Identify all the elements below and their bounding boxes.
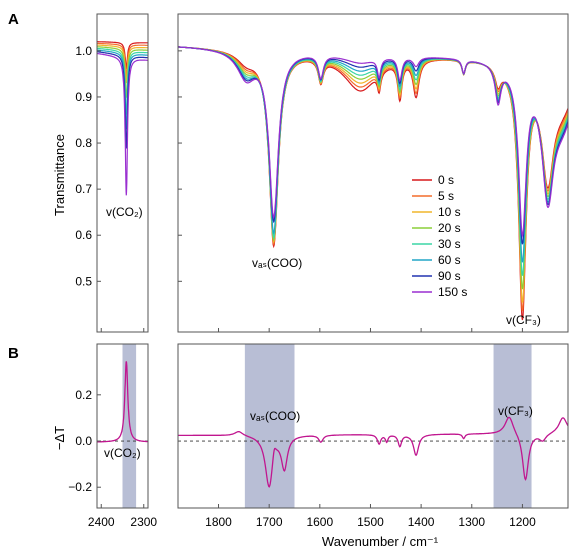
xtick-label-2: 1600 [306,515,333,529]
series-line-right-7 [178,46,568,238]
series-line-left-1 [97,42,148,78]
ytick-label-a-3: 0.8 [75,136,92,150]
ytick-label-b-1: 0.0 [75,434,92,448]
legend-label-5: 60 s [438,253,461,267]
annotation-coo-b: vₐₛ(COO) [250,409,300,423]
legend: 0 s 5 s 10 s 20 s 30 s 60 s 90 s 150 s [412,173,467,299]
series-line-right-4 [178,46,568,276]
ytick-label-a-5: 1.0 [75,44,92,58]
series-line-left-0 [97,41,148,70]
xtick-label-left-1: 2300 [130,515,157,529]
x-axis-title: Wavenumber / cm⁻¹ [322,534,439,549]
ytick-label-a-0: 0.5 [75,274,92,288]
xtick-label-5: 1300 [458,515,485,529]
xtick-label-1: 1700 [256,515,283,529]
annotation-co2-a: v(CO₂) [106,205,143,219]
series-line-left-3 [97,46,148,98]
series-line-left-5 [97,49,148,130]
annotation-cf3-b: v(CF₃) [498,404,533,418]
annotation-coo-a: vₐₛ(COO) [252,256,302,270]
series-line-left-4 [97,47,148,115]
xtick-label-left-0: 2400 [88,515,115,529]
ytick-label-a-1: 0.6 [75,228,92,242]
panel-label-a: A [8,11,19,28]
y-axis-title-b: −ΔT [52,426,67,450]
annotation-co2-b: v(CO₂) [104,446,141,460]
axis-ticks: 0.5 0.6 0.7 0.8 0.9 1.0 −0.2 0.0 0.2 1800 1700 1600… [68,44,536,529]
ytick-label-a-4: 0.9 [75,90,92,104]
spectra-series-a [97,41,568,321]
difference-line-right [178,416,569,488]
xtick-label-3: 1500 [357,515,384,529]
legend-label-4: 30 s [438,237,461,251]
series-line-left-6 [97,51,148,149]
legend-label-2: 10 s [438,205,461,219]
legend-label-6: 90 s [438,269,461,283]
shaded-bands [122,344,532,508]
xtick-label-4: 1400 [408,515,435,529]
series-line-right-2 [178,46,568,303]
shaded-band-1 [244,344,295,508]
ytick-label-b-0: −0.2 [68,480,92,494]
series-line-right-5 [178,46,568,263]
ytick-label-a-2: 0.7 [75,182,92,196]
legend-label-0: 0 s [438,173,454,187]
difference-line-left [97,361,148,443]
series-line-left-2 [97,44,148,84]
difference-series-b [97,361,569,488]
ytick-label-b-2: 0.2 [75,388,92,402]
legend-label-1: 5 s [438,189,454,203]
frame-a-right [177,13,569,333]
y-axis-title-a: Transmittance [52,134,67,216]
annotation-cf3-a: v(CF₃) [506,313,541,327]
xtick-label-6: 1200 [509,515,536,529]
frame-b-left [96,343,149,509]
axes-frames [96,13,569,509]
series-line-left-7 [97,52,148,196]
legend-label-3: 20 s [438,221,461,235]
panel-label-b: B [8,345,19,362]
frame-a-left [96,13,149,333]
xtick-label-0: 1800 [205,515,232,529]
frame-b-right [177,343,569,509]
legend-label-7: 150 s [438,285,467,299]
